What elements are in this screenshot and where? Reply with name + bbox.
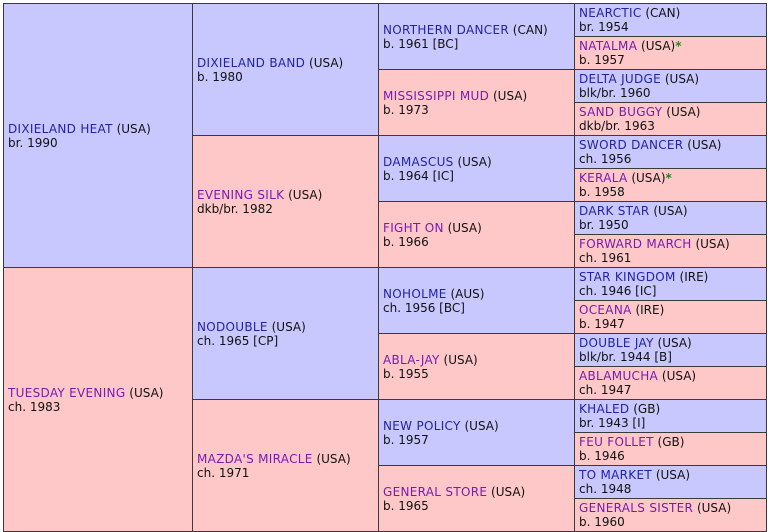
star-icon: * bbox=[675, 39, 682, 53]
pedigree-cell: FIGHT ON (USA) b. 1966 bbox=[378, 201, 575, 268]
pedigree-cell: DOUBLE JAY (USA) blk/br. 1944 [B] bbox=[574, 333, 767, 367]
horse-link[interactable]: FIGHT ON bbox=[383, 220, 444, 235]
pedigree-cell: FORWARD MARCH (USA) ch. 1961 bbox=[574, 234, 767, 268]
horse-link[interactable]: EVENING SILK bbox=[197, 187, 285, 202]
horse-link[interactable]: DELTA JUDGE bbox=[579, 72, 662, 86]
horse-link[interactable]: TUESDAY EVENING bbox=[8, 385, 126, 400]
horse-link[interactable]: DIXIELAND HEAT bbox=[8, 121, 113, 136]
pedigree-cell: NEARCTIC (CAN) br. 1954 bbox=[574, 3, 767, 37]
horse-link[interactable]: ABLA-JAY bbox=[383, 352, 440, 367]
horse-link[interactable]: OCEANA bbox=[579, 303, 632, 317]
pedigree-cell: GENERAL STORE (USA) b. 1965 bbox=[378, 465, 575, 532]
horse-link[interactable]: ABLAMUCHA bbox=[579, 369, 659, 383]
pedigree-cell: ABLAMUCHA (USA) ch. 1947 bbox=[574, 366, 767, 400]
pedigree-cell: DAMASCUS (USA) b. 1964 [IC] bbox=[378, 135, 575, 202]
pedigree-cell: NEW POLICY (USA) b. 1957 bbox=[378, 399, 575, 466]
horse-link[interactable]: NEARCTIC bbox=[579, 6, 642, 20]
pedigree-cell: NATALMA (USA)* b. 1957 bbox=[574, 36, 767, 70]
horse-link[interactable]: SAND BUGGY bbox=[579, 105, 663, 119]
pedigree-cell: SAND BUGGY (USA) dkb/br. 1963 bbox=[574, 102, 767, 136]
horse-link[interactable]: DIXIELAND BAND bbox=[197, 55, 306, 70]
pedigree-cell: MAZDA'S MIRACLE (USA) ch. 1971 bbox=[192, 399, 379, 532]
horse-link[interactable]: SWORD DANCER bbox=[579, 138, 684, 152]
pedigree-cell: KHALED (GB) br. 1943 [I] bbox=[574, 399, 767, 433]
pedigree-cell-dam: TUESDAY EVENING (USA) ch. 1983 bbox=[3, 267, 193, 532]
horse-link[interactable]: DARK STAR bbox=[579, 204, 650, 218]
pedigree-cell: TO MARKET (USA) ch. 1948 bbox=[574, 465, 767, 499]
horse-link[interactable]: NORTHERN DANCER bbox=[383, 22, 509, 37]
horse-link[interactable]: DOUBLE JAY bbox=[579, 336, 654, 350]
horse-link[interactable]: GENERAL STORE bbox=[383, 484, 488, 499]
horse-link[interactable]: MISSISSIPPI MUD bbox=[383, 88, 490, 103]
pedigree-cell: DIXIELAND BAND (USA) b. 1980 bbox=[192, 3, 379, 136]
pedigree-cell: SWORD DANCER (USA) ch. 1956 bbox=[574, 135, 767, 169]
pedigree-cell: DARK STAR (USA) br. 1950 bbox=[574, 201, 767, 235]
pedigree-cell: KERALA (USA)* b. 1958 bbox=[574, 168, 767, 202]
pedigree-table: DIXIELAND HEAT (USA) br. 1990 DIXIELAND B… bbox=[3, 3, 767, 532]
horse-link[interactable]: FORWARD MARCH bbox=[579, 237, 692, 251]
horse-link[interactable]: NATALMA bbox=[579, 39, 638, 53]
pedigree-cell: GENERALS SISTER (USA) b. 1960 bbox=[574, 498, 767, 532]
horse-link[interactable]: DAMASCUS bbox=[383, 154, 454, 169]
star-icon: * bbox=[665, 171, 672, 185]
horse-link[interactable]: NOHOLME bbox=[383, 286, 447, 301]
horse-link[interactable]: KHALED bbox=[579, 402, 630, 416]
horse-link[interactable]: STAR KINGDOM bbox=[579, 270, 676, 284]
pedigree-cell: MISSISSIPPI MUD (USA) b. 1973 bbox=[378, 69, 575, 136]
pedigree-cell: DELTA JUDGE (USA) blk/br. 1960 bbox=[574, 69, 767, 103]
horse-link[interactable]: KERALA bbox=[579, 171, 628, 185]
horse-link[interactable]: NODOUBLE bbox=[197, 319, 268, 334]
pedigree-cell: NOHOLME (AUS) ch. 1956 [BC] bbox=[378, 267, 575, 334]
pedigree-cell: EVENING SILK (USA) dkb/br. 1982 bbox=[192, 135, 379, 268]
horse-link[interactable]: TO MARKET bbox=[579, 468, 652, 482]
pedigree-cell-sire: DIXIELAND HEAT (USA) br. 1990 bbox=[3, 3, 193, 268]
pedigree-cell: OCEANA (IRE) b. 1947 bbox=[574, 300, 767, 334]
pedigree-cell: STAR KINGDOM (IRE) ch. 1946 [IC] bbox=[574, 267, 767, 301]
horse-link[interactable]: GENERALS SISTER bbox=[579, 501, 694, 515]
pedigree-cell: ABLA-JAY (USA) b. 1955 bbox=[378, 333, 575, 400]
pedigree-cell: NORTHERN DANCER (CAN) b. 1961 [BC] bbox=[378, 3, 575, 70]
horse-link[interactable]: MAZDA'S MIRACLE bbox=[197, 451, 313, 466]
horse-link[interactable]: FEU FOLLET bbox=[579, 435, 654, 449]
pedigree-cell: FEU FOLLET (GB) b. 1946 bbox=[574, 432, 767, 466]
pedigree-cell: NODOUBLE (USA) ch. 1965 [CP] bbox=[192, 267, 379, 400]
horse-link[interactable]: NEW POLICY bbox=[383, 418, 461, 433]
